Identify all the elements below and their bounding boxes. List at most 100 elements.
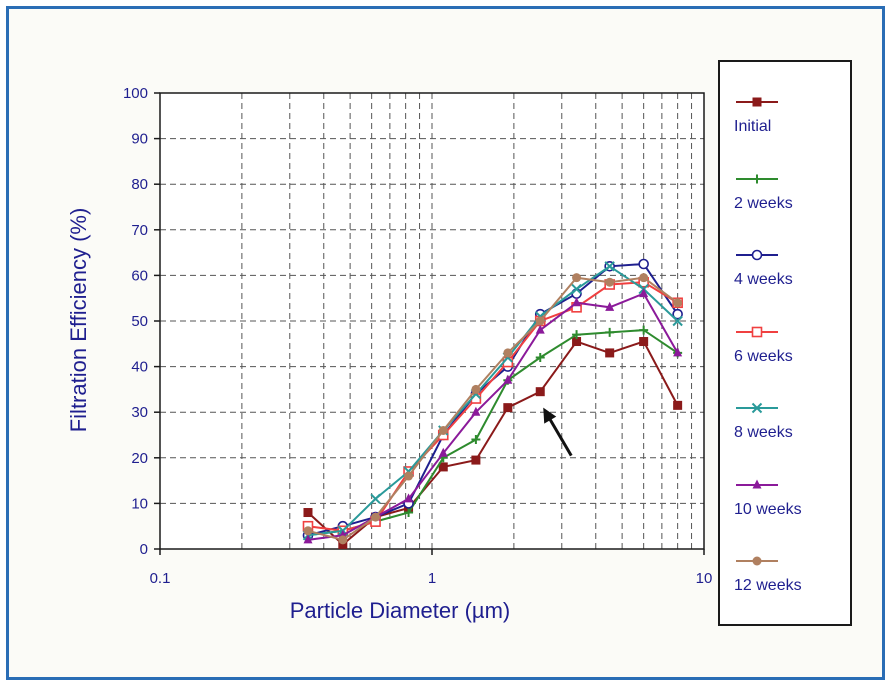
data-point-4-weeks [672, 308, 683, 320]
legend-label: 12 weeks [734, 577, 802, 594]
data-point-2-weeks [605, 327, 615, 337]
data-point-8-weeks [370, 493, 381, 505]
legend-label: 2 weeks [734, 194, 793, 212]
data-point-2-weeks [471, 435, 481, 445]
legend-entry-2-weeks: 2 weeks [720, 147, 850, 223]
data-point-10-weeks [471, 406, 481, 416]
data-point-10-weeks [404, 493, 414, 503]
annotation-arrow-shaft [545, 413, 573, 457]
legend-entry-6-weeks: 6 weeks [720, 300, 850, 376]
data-point-10-weeks [673, 347, 683, 357]
legend: Initial 2 weeks 4 weeks 6 weeks 8 weeks 10 we… [718, 60, 852, 626]
data-point-initial [503, 403, 513, 413]
annotation-arrow-head [543, 407, 557, 424]
data-point-8-weeks [571, 283, 582, 295]
data-point-12-weeks [605, 277, 615, 287]
legend-entry-8-weeks: 8 weeks [720, 376, 850, 452]
legend-label: 10 weeks [734, 500, 802, 518]
legend-swatch-2-weeks [736, 174, 778, 183]
x-tick-label: 0.1 [150, 570, 171, 587]
series-12-weeks [303, 273, 683, 545]
data-point-initial [572, 337, 582, 347]
y-tick-label: 90 [131, 131, 148, 148]
data-point-10-weeks [605, 301, 615, 311]
data-point-12-weeks [639, 273, 649, 283]
axis-ticks: 0 10 20 30 40 50 60 70 80 90 100 0.1 1 10 [123, 85, 712, 587]
data-point-2-weeks [572, 330, 582, 340]
data-point-12-weeks [673, 298, 683, 308]
legend-marker [751, 249, 763, 261]
legend-label: 4 weeks [734, 271, 793, 288]
legend-entry-initial: Initial [720, 70, 850, 146]
data-point-initial [471, 455, 481, 465]
data-point-12-weeks [438, 425, 448, 435]
data-point-12-weeks [338, 535, 348, 545]
legend-marker [751, 326, 763, 337]
legend-swatch-4-weeks [736, 249, 778, 261]
grid-lines [159, 92, 705, 550]
legend-marker [751, 402, 763, 414]
legend-entry-12-weeks: 12 weeks [720, 529, 850, 605]
data-point-10-weeks [572, 297, 582, 307]
data-point-initial [303, 508, 313, 518]
legend-label: 8 weeks [734, 424, 793, 441]
data-point-12-weeks [404, 471, 414, 481]
legend-swatch-initial [736, 97, 778, 107]
x-axis-label: Particle Diameter (µm) [290, 598, 510, 623]
data-point-initial [605, 348, 615, 358]
y-tick-label: 20 [131, 450, 148, 467]
data-point-initial [673, 400, 683, 410]
series-line-8-weeks [307, 265, 679, 537]
data-point-10-weeks [639, 288, 649, 298]
data-point-10-weeks [535, 324, 545, 334]
data-point-initial [338, 539, 348, 549]
data-point-12-weeks [503, 348, 513, 358]
y-tick-label: 80 [131, 176, 148, 193]
data-point-initial [535, 387, 545, 397]
data-point-10-weeks [503, 374, 513, 384]
legend-marker [752, 97, 762, 107]
legend-marker [752, 479, 762, 488]
data-point-initial [438, 462, 448, 472]
data-point-12-weeks [303, 526, 313, 536]
legend-marker [752, 556, 762, 566]
x-tick-label: 10 [696, 570, 713, 587]
y-tick-label: 30 [131, 404, 148, 421]
data-point-10-weeks [438, 447, 448, 457]
legend-entry-4-weeks: 4 weeks [720, 223, 850, 299]
data-point-8-weeks [672, 315, 683, 327]
data-point-12-weeks [572, 273, 582, 283]
data-point-12-weeks [371, 512, 381, 522]
y-tick-label: 10 [131, 495, 148, 512]
data-point-2-weeks [535, 352, 545, 362]
series-line-12-weeks [307, 276, 679, 541]
data-point-2-weeks [404, 508, 414, 518]
data-point-10-weeks [303, 534, 313, 544]
y-tick-label: 40 [131, 359, 148, 376]
y-tick-label: 70 [131, 222, 148, 239]
y-tick-label: 60 [131, 267, 148, 284]
legend-entry-10-weeks: 10 weeks [720, 453, 850, 529]
legend-swatch-8-weeks [736, 402, 778, 414]
data-point-4-weeks [638, 258, 649, 270]
series-layer [302, 258, 683, 549]
legend-label: Initial [734, 118, 772, 135]
series-line-6-weeks [307, 281, 679, 532]
data-point-2-weeks [639, 325, 649, 335]
y-axis-label: Filtration Efficiency (%) [66, 208, 91, 433]
legend-label: 6 weeks [734, 347, 793, 365]
legend-swatch-10-weeks [736, 479, 778, 488]
legend-swatch-6-weeks [736, 326, 778, 337]
legend-marker [752, 174, 762, 183]
data-point-12-weeks [471, 384, 481, 394]
y-tick-label: 50 [131, 313, 148, 330]
legend-swatch-12-weeks [736, 556, 778, 566]
y-tick-label: 0 [140, 541, 148, 558]
data-point-8-weeks [604, 261, 615, 272]
data-point-12-weeks [535, 316, 545, 326]
data-point-initial [639, 337, 649, 347]
y-tick-label: 100 [123, 85, 148, 102]
annotation-layer [543, 407, 573, 457]
x-tick-label: 1 [428, 570, 436, 587]
